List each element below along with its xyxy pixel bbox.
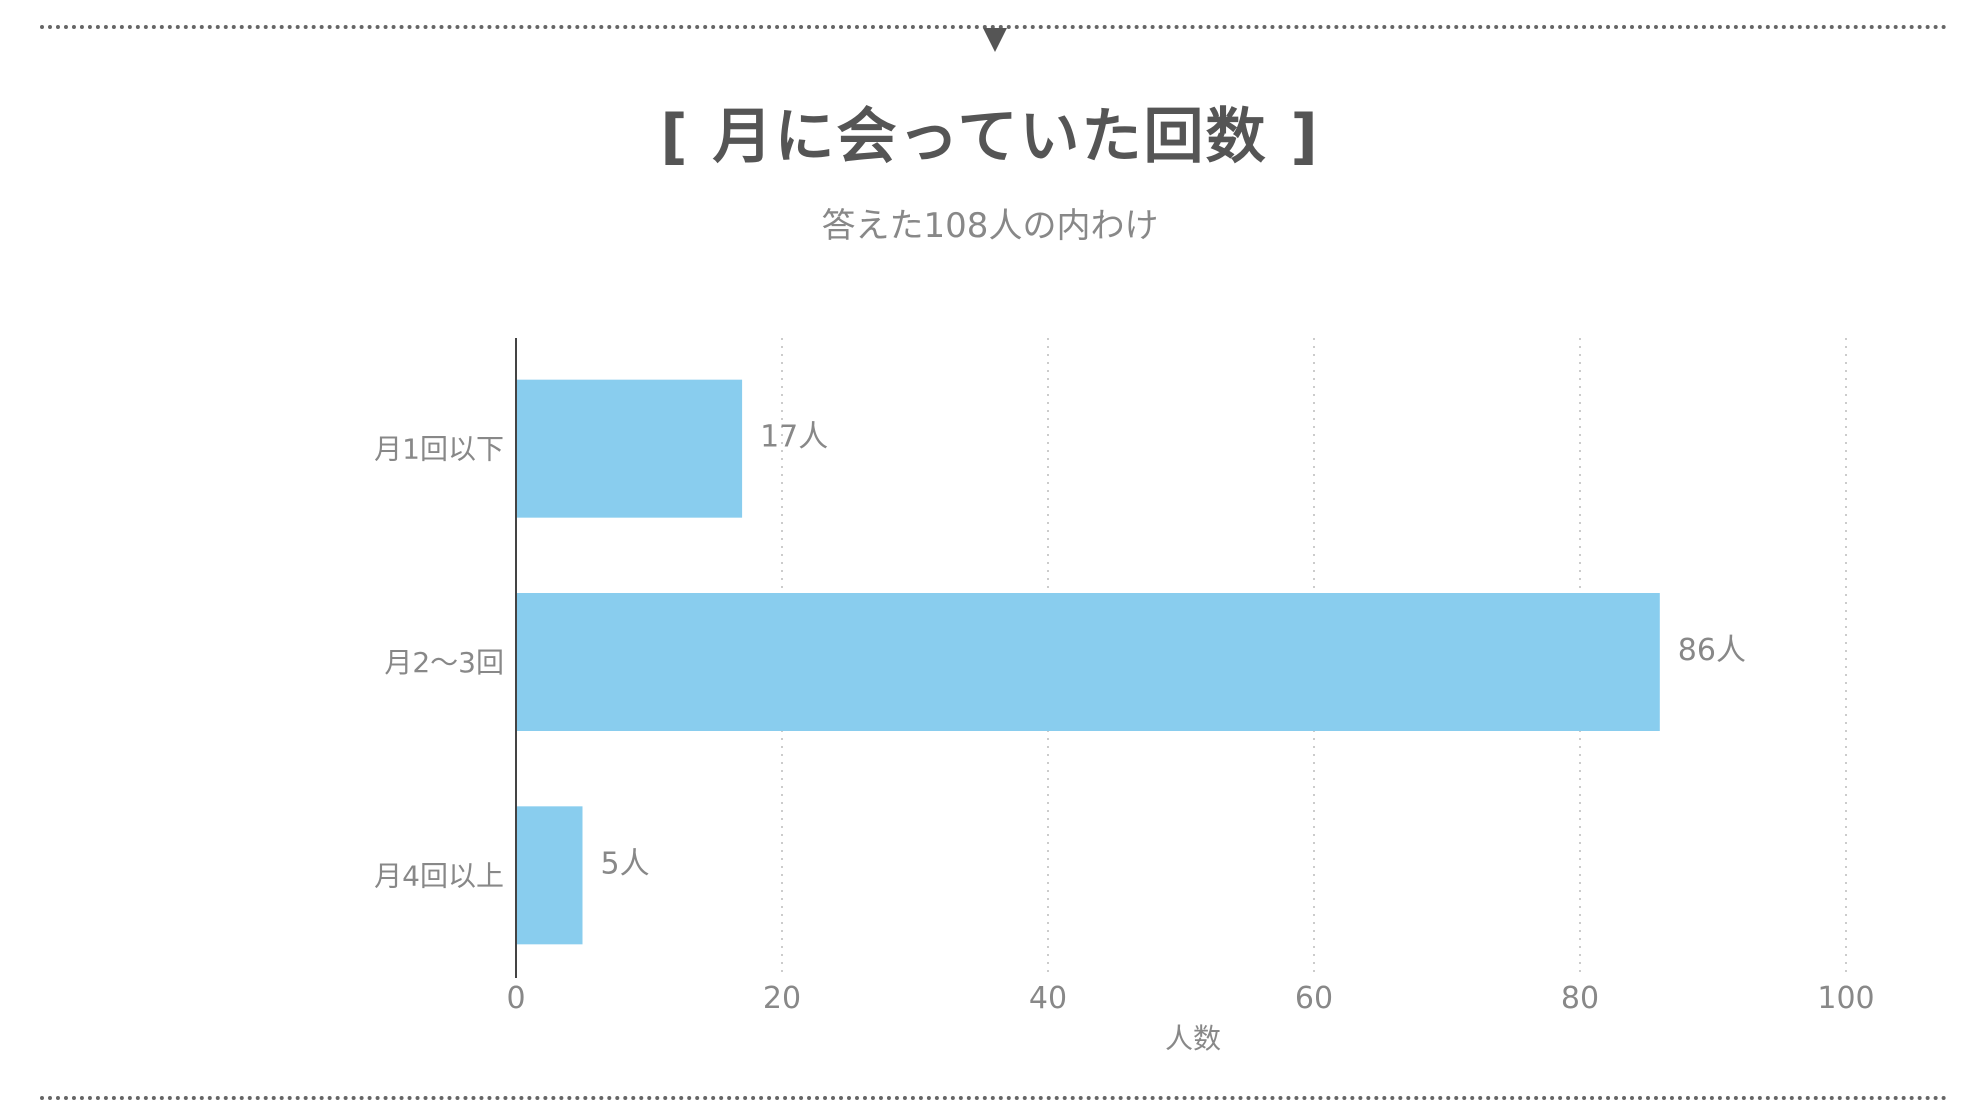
bar	[516, 806, 583, 945]
chart-subtitle: 答えた108人の内わけ	[821, 206, 1159, 246]
bar	[516, 379, 743, 518]
bar-value-label: 5人	[601, 846, 650, 881]
bar-value-label: 86人	[1678, 633, 1746, 668]
y-category-label: 月2〜3回	[384, 646, 504, 679]
x-tick-label: 0	[506, 981, 525, 1016]
top-dotted-divider	[40, 25, 1948, 29]
x-axis-title: 人数	[1165, 1022, 1221, 1055]
y-category-label: 月4回以上	[374, 859, 504, 892]
x-tick-label: 100	[1817, 981, 1874, 1016]
x-tick-label: 80	[1561, 981, 1599, 1016]
bar-value-label: 17人	[760, 420, 828, 455]
bottom-dotted-divider	[40, 1096, 1948, 1100]
x-tick-label: 40	[1029, 981, 1067, 1016]
x-tick-label: 20	[763, 981, 801, 1016]
x-tick-label: 60	[1295, 981, 1333, 1016]
bars	[516, 379, 1660, 945]
chart-title: [ 月に会っていた回数 ]	[660, 102, 1320, 172]
y-category-label: 月1回以下	[374, 433, 504, 466]
bar	[516, 593, 1660, 731]
down-triangle-icon	[983, 28, 1007, 52]
